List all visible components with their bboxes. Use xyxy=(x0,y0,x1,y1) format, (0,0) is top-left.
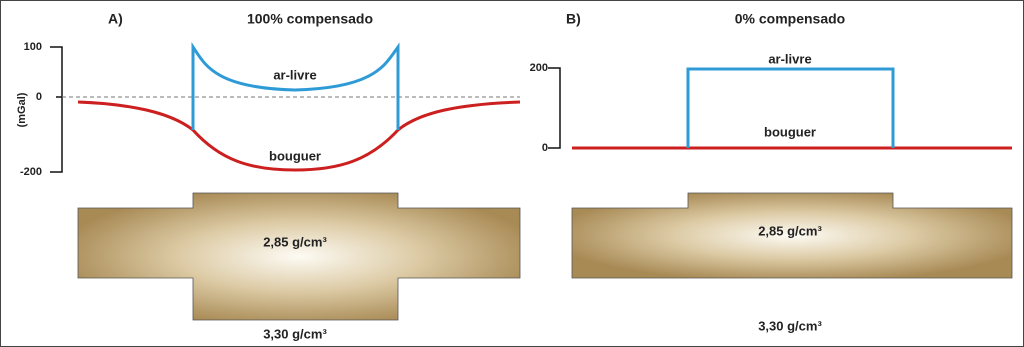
free-air-curve xyxy=(191,42,400,130)
density-label: 3,30 g/cm³ xyxy=(263,326,327,341)
axis xyxy=(50,46,63,173)
density-label: 3,30 g/cm³ xyxy=(758,318,822,333)
curve-label: bouguer xyxy=(269,148,321,163)
density-label: 2,85 g/cm³ xyxy=(263,234,327,249)
tick-label: 0 xyxy=(542,142,548,154)
free-air-curve xyxy=(686,67,895,148)
bouguer-curve xyxy=(77,100,521,172)
crust-block xyxy=(77,192,521,321)
panel-label: A) xyxy=(108,11,123,27)
axis-label: (mGal) xyxy=(16,92,28,127)
curve-label: ar-livre xyxy=(273,67,316,82)
tick-label: 0 xyxy=(36,91,42,103)
axis xyxy=(548,67,561,149)
crust-block xyxy=(571,192,1013,279)
tick-label: 100 xyxy=(24,41,42,53)
curve-label: bouguer xyxy=(764,124,816,139)
curve-label: ar-livre xyxy=(768,51,811,66)
density-label: 2,85 g/cm³ xyxy=(758,223,822,238)
panel-title: 100% compensado xyxy=(247,11,373,27)
panel-label: B) xyxy=(566,11,581,27)
tick-label: 200 xyxy=(530,62,548,74)
tick-label: -200 xyxy=(20,166,42,178)
panel-title: 0% compensado xyxy=(735,11,845,27)
